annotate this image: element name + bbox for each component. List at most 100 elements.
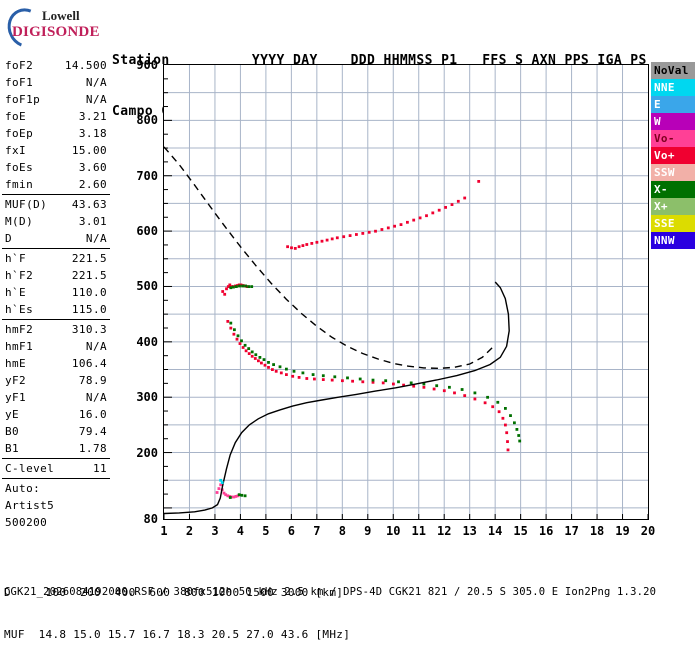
- data-point: [237, 493, 241, 497]
- data-point: [506, 440, 509, 443]
- param-key: fxI: [5, 144, 27, 157]
- param-row-b0: B0 79.4: [2, 423, 110, 440]
- param-group-divider: [2, 458, 110, 459]
- param-row-hf2: h`F2 221.5: [2, 267, 110, 284]
- param-row-mufd: MUF(D) 43.63: [2, 196, 110, 213]
- x-axis-label: 16: [538, 524, 554, 538]
- data-point: [305, 377, 309, 380]
- data-point: [333, 375, 337, 379]
- param-key: hmE: [5, 357, 27, 370]
- data-point: [497, 410, 501, 414]
- param-key: foF1p: [5, 93, 41, 106]
- legend-item-nnw[interactable]: NNW: [651, 232, 695, 249]
- series-x-x-mode-trace-: [229, 284, 522, 443]
- x-axis-label: 11: [411, 524, 426, 538]
- x-axis-label: 2: [185, 524, 194, 538]
- legend-item-ssw[interactable]: SSW: [651, 164, 695, 181]
- data-point: [301, 244, 305, 247]
- data-point: [313, 377, 316, 381]
- data-point: [292, 369, 296, 373]
- param-value: 310.3: [71, 323, 107, 336]
- param-key: MUF(D): [5, 198, 48, 211]
- legend-item-x[interactable]: X-: [651, 181, 695, 198]
- data-point: [456, 199, 460, 203]
- param-row-md: M(D) 3.01: [2, 213, 110, 230]
- legend-item-vo[interactable]: Vo+: [651, 147, 695, 164]
- data-point: [245, 285, 249, 288]
- data-point: [262, 358, 266, 361]
- data-point: [504, 423, 507, 427]
- data-point: [247, 347, 251, 350]
- data-point: [290, 246, 293, 250]
- legend-item-e[interactable]: E: [651, 96, 695, 113]
- data-point: [406, 220, 409, 224]
- data-point: [437, 208, 441, 212]
- data-point: [240, 493, 244, 497]
- data-point: [223, 292, 227, 296]
- data-point: [241, 346, 245, 349]
- series-2f-multi-hop-echoes: [286, 180, 481, 250]
- data-point: [448, 385, 451, 389]
- param-value: 43.63: [71, 198, 107, 211]
- x-axis-label: 6: [287, 524, 295, 538]
- data-point: [285, 367, 288, 371]
- data-point: [422, 385, 426, 389]
- param-row-hf: h`F 221.5: [2, 250, 110, 267]
- distance-row: D 100 200 400 600 800 1000 1500 3000 [km…: [4, 586, 344, 599]
- data-point: [320, 239, 324, 243]
- param-value: 2.60: [78, 178, 107, 191]
- data-point: [254, 353, 258, 357]
- data-point: [358, 377, 362, 381]
- legend-item-nne[interactable]: NNE: [651, 79, 695, 96]
- data-point: [431, 211, 435, 215]
- param-value: 221.5: [71, 252, 107, 265]
- x-axis-label: 1: [160, 524, 168, 538]
- data-point: [226, 320, 230, 323]
- y-axis-label: 80: [143, 512, 158, 526]
- legend-item-x[interactable]: X+: [651, 198, 695, 215]
- param-key: h`E: [5, 286, 27, 299]
- data-point: [374, 229, 377, 233]
- param-group-divider: [2, 194, 110, 195]
- data-point: [243, 343, 247, 347]
- data-point: [226, 285, 230, 288]
- legend-item-sse[interactable]: SSE: [651, 215, 695, 232]
- legend-item-noval[interactable]: NoVal: [651, 62, 695, 79]
- data-point: [371, 380, 375, 384]
- data-point: [381, 381, 385, 385]
- data-point: [230, 495, 234, 499]
- ionogram-plot-area[interactable]: [163, 64, 649, 520]
- legend-item-vo[interactable]: Vo-: [651, 130, 695, 147]
- data-point: [442, 389, 446, 393]
- data-point: [271, 368, 274, 371]
- data-point: [361, 232, 365, 235]
- data-point: [355, 233, 358, 236]
- polarization-legend: NoVal NNE E W Vo- Vo+ SSW X- X+ SSE NNW: [651, 62, 695, 249]
- data-point: [229, 321, 233, 325]
- param-key: yF2: [5, 374, 27, 387]
- data-point: [491, 405, 495, 409]
- param-key: foEs: [5, 161, 34, 174]
- param-value: 106.4: [71, 357, 107, 370]
- data-point: [418, 216, 422, 220]
- data-point: [229, 326, 233, 330]
- param-row-he: h`E 110.0: [2, 284, 110, 301]
- data-point: [241, 284, 244, 288]
- data-point: [222, 491, 226, 495]
- data-point: [386, 226, 390, 230]
- data-point: [267, 361, 270, 364]
- y-axis-label: 500: [136, 279, 158, 294]
- data-point: [236, 334, 240, 338]
- data-point: [486, 395, 489, 399]
- param-value: 3.21: [78, 110, 107, 123]
- data-point: [232, 285, 235, 289]
- data-point: [305, 243, 309, 246]
- muf-row: MUF 14.8 15.0 15.7 16.7 18.3 20.5 27.0 4…: [4, 628, 351, 641]
- param-value: 115.0: [71, 303, 107, 316]
- x-axis-label: 3: [211, 524, 219, 538]
- data-point: [483, 401, 487, 405]
- data-point: [504, 407, 507, 410]
- data-point: [217, 487, 221, 490]
- legend-item-w[interactable]: W: [651, 113, 695, 130]
- data-point: [291, 374, 295, 378]
